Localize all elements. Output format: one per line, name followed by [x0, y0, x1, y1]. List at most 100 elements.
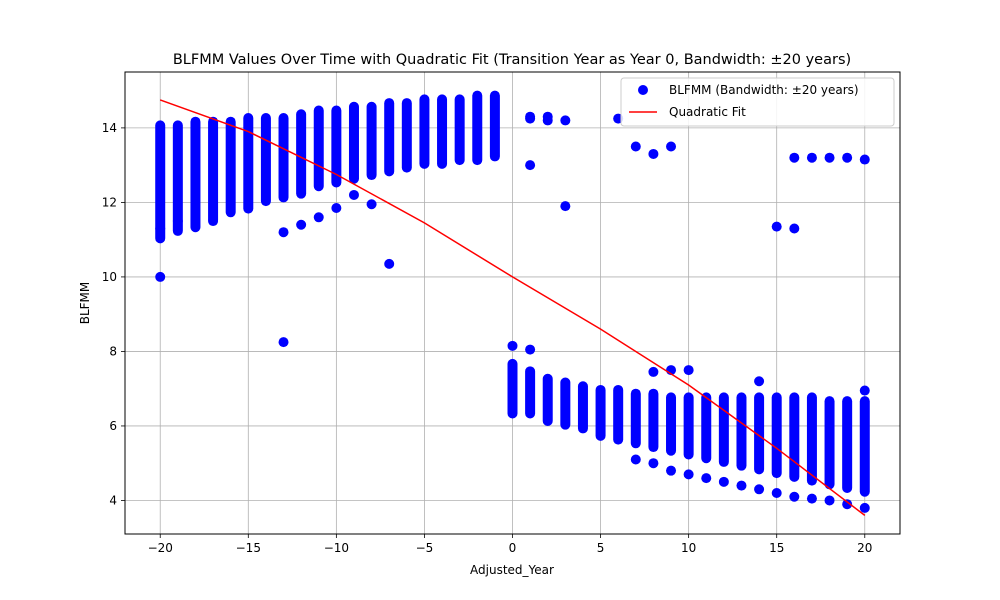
scatter-band	[613, 384, 624, 445]
scatter-point	[630, 141, 641, 152]
scatter-point	[331, 202, 342, 213]
scatter-point	[525, 160, 536, 171]
scatter-band	[155, 120, 166, 244]
scatter-point	[507, 340, 518, 351]
y-axis-ticks: 4 6 8 10 12 14	[102, 121, 125, 507]
scatter-band	[736, 392, 747, 471]
x-tick-label: 15	[769, 541, 784, 555]
x-tick-label: −5	[416, 541, 434, 555]
scatter-band	[525, 366, 536, 419]
scatter-band	[507, 358, 518, 419]
x-tick-label: 20	[857, 541, 872, 555]
scatter-band	[859, 396, 870, 497]
scatter-band	[384, 98, 395, 177]
scatter-point	[296, 219, 307, 230]
scatter-point	[789, 152, 800, 163]
y-tick-label: 12	[102, 195, 117, 209]
scatter-band	[260, 112, 271, 207]
scatter-band	[824, 396, 835, 490]
scatter-point	[648, 366, 659, 377]
scatter-band	[348, 101, 359, 184]
scatter-band	[542, 373, 553, 426]
scatter-point	[542, 115, 553, 126]
scatter-point	[384, 258, 395, 269]
scatter-band	[437, 94, 448, 169]
scatter-band	[754, 392, 765, 475]
scatter-band	[595, 384, 606, 441]
scatter-point	[859, 154, 870, 165]
scatter-band	[577, 381, 588, 434]
scatter-band	[771, 392, 782, 479]
scatter-band	[225, 116, 236, 218]
scatter-point	[648, 458, 659, 469]
scatter-band	[472, 90, 483, 166]
scatter-band	[401, 98, 412, 173]
scatter-point	[771, 221, 782, 232]
scatter-point	[754, 484, 765, 495]
scatter-point	[806, 493, 817, 504]
scatter-point	[842, 152, 853, 163]
scatter-point	[348, 189, 359, 200]
scatter-band	[278, 112, 289, 203]
scatter-point	[859, 385, 870, 396]
fit-line	[159, 99, 866, 516]
scatter-point	[278, 337, 289, 348]
x-tick-label: 10	[681, 541, 696, 555]
scatter-point	[666, 141, 677, 152]
scatter-point	[172, 216, 183, 227]
scatter-band	[190, 116, 201, 233]
scatter-point	[842, 499, 853, 510]
scatter-band	[806, 392, 817, 486]
y-tick-label: 8	[109, 344, 117, 358]
scatter-band	[648, 388, 659, 453]
scatter-point	[683, 365, 694, 376]
x-tick-label: −10	[324, 541, 349, 555]
scatter-band	[666, 392, 677, 456]
scatter-band	[630, 388, 641, 449]
scatter-point	[789, 491, 800, 502]
y-tick-label: 10	[102, 270, 117, 284]
scatter-point	[560, 201, 571, 212]
legend-box	[620, 77, 895, 127]
scatter-point	[208, 216, 219, 227]
scatter-band	[683, 392, 694, 460]
chart-title: BLFMM Values Over Time with Quadratic Fi…	[173, 52, 851, 68]
y-axis-label: BLFMM	[78, 282, 92, 325]
scatter-point	[525, 111, 536, 122]
scatter-point	[313, 212, 324, 223]
scatter-point	[789, 223, 800, 234]
scatter-point	[278, 227, 289, 238]
scatter-point	[736, 480, 747, 491]
scatter-band	[454, 94, 465, 166]
scatter-band	[208, 116, 219, 225]
x-axis-label: Adjusted_Year	[470, 563, 554, 577]
scatter-band	[366, 101, 377, 181]
scatter-point	[366, 199, 377, 210]
scatter-point	[683, 469, 694, 480]
scatter-point	[806, 152, 817, 163]
scatter-point	[718, 476, 729, 487]
scatter-point	[771, 488, 782, 499]
scatter-band	[718, 392, 729, 467]
scatter-band	[489, 90, 500, 162]
legend: BLFMM (Bandwidth: ±20 years) Quadratic F…	[620, 77, 895, 127]
scatter-point	[648, 148, 659, 159]
scatter-band	[296, 109, 307, 199]
legend-label-scatter: BLFMM (Bandwidth: ±20 years)	[669, 83, 859, 97]
x-tick-label: 5	[597, 541, 605, 555]
y-tick-label: 6	[109, 419, 117, 433]
scatter-band	[331, 105, 342, 188]
scatter-point	[824, 152, 835, 163]
scatter-point	[859, 502, 870, 513]
scatter-point	[560, 115, 571, 126]
scatter-points	[155, 90, 870, 513]
scatter-band	[243, 112, 254, 214]
x-tick-label: −15	[236, 541, 261, 555]
scatter-band	[172, 120, 183, 236]
scatter-band	[842, 396, 853, 494]
scatter-point	[525, 344, 536, 355]
scatter-point	[155, 271, 166, 282]
scatter-point	[754, 376, 765, 387]
scatter-point	[155, 223, 166, 234]
